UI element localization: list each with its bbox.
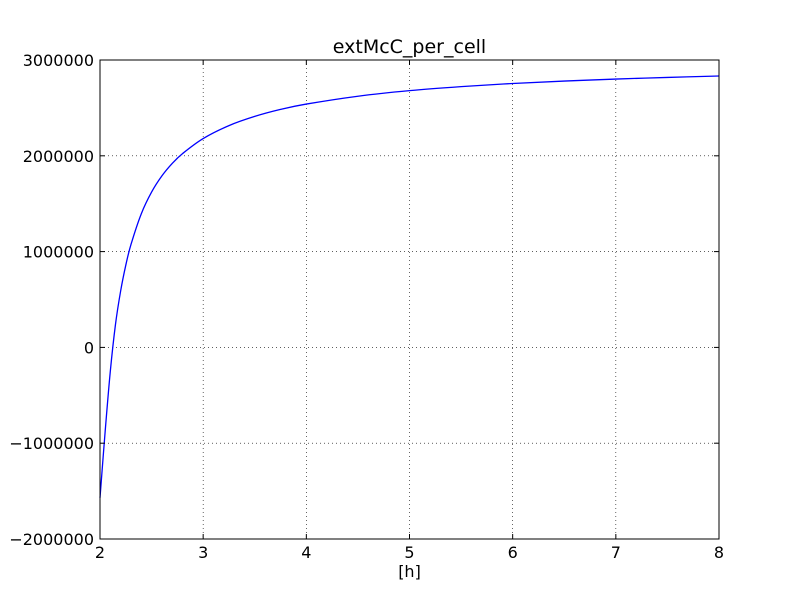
x-axis-label: [h]	[398, 562, 421, 581]
y-tick-label: −1000000	[9, 434, 94, 453]
x-tick-label: 7	[611, 543, 621, 562]
series-line	[99, 75, 720, 498]
x-tick-label: 6	[508, 543, 518, 562]
y-tick-label: 3000000	[23, 51, 94, 70]
y-tick-label: −2000000	[9, 530, 94, 549]
x-tick-label: 4	[301, 543, 311, 562]
x-tick-label: 2	[95, 543, 105, 562]
ticks	[99, 59, 720, 540]
y-tick-label: 1000000	[23, 243, 94, 262]
y-tick-label: 0	[84, 338, 94, 357]
series-line-group	[99, 75, 720, 498]
chart-title: extMcC_per_cell	[333, 36, 486, 58]
x-tick-label: 8	[714, 543, 724, 562]
y-tick-label: 2000000	[23, 147, 94, 166]
x-tick-label: 5	[404, 543, 414, 562]
x-tick-label: 3	[198, 543, 208, 562]
tick-labels: 2 3 4 5 6 7 8 −2000000 −1000000 0 1000000 2000000 30…	[9, 51, 724, 562]
